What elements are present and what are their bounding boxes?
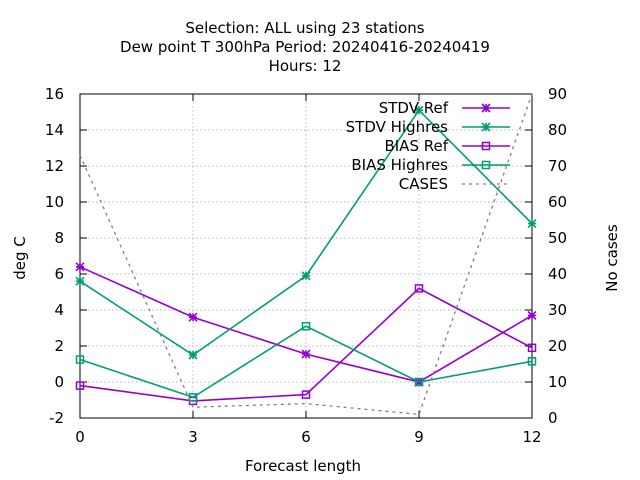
y2-tick-label: 90 [548, 85, 567, 103]
title-line: Selection: ALL using 23 stations [185, 19, 424, 37]
star-marker [301, 349, 311, 359]
y2-tick-label: 80 [548, 121, 567, 139]
star-marker [481, 122, 491, 132]
legend-label: BIAS Ref [384, 137, 448, 155]
series-layer [75, 93, 537, 416]
y-axis-label: deg C [11, 236, 29, 280]
star-marker [188, 350, 198, 360]
square-marker [75, 381, 85, 390]
square-marker [301, 390, 311, 399]
y-tick-label: 10 [45, 193, 64, 211]
star-marker [75, 276, 85, 286]
star-marker [414, 105, 424, 115]
star-marker [527, 219, 537, 229]
series-line [79, 325, 533, 399]
square-marker [75, 355, 85, 364]
title-line: Hours: 12 [269, 57, 342, 75]
legend-label: CASES [399, 175, 448, 193]
legend-label: BIAS Highres [351, 156, 448, 174]
legend-label: STDV Ref [379, 99, 449, 117]
y-tick-label: 8 [54, 229, 64, 247]
square-marker [527, 357, 537, 366]
y2-tick-label: 70 [548, 157, 567, 175]
square-marker [481, 141, 491, 151]
legend-label: STDV Highres [346, 118, 449, 136]
y2-tick-label: 10 [548, 373, 567, 391]
y2-tick-label: 0 [548, 409, 558, 427]
series-bias-ref [75, 284, 537, 406]
axis-ticks: -2 0 2 4 6 8 10 12 14 16 0 10 20 30 40 50 60 70 80 90 0 3 6 9 12 [45, 85, 567, 446]
y-tick-label: 2 [54, 337, 64, 355]
series-line [79, 93, 533, 416]
x-tick-label: 6 [301, 428, 311, 446]
square-marker [414, 377, 424, 387]
y2-tick-label: 40 [548, 265, 567, 283]
star-marker [481, 103, 491, 113]
y2-tick-label: 20 [548, 337, 567, 355]
x-tick-label: 12 [522, 428, 541, 446]
title-line: Dew point T 300hPa Period: 20240416-2024… [120, 38, 490, 56]
y2-tick-label: 50 [548, 229, 567, 247]
square-marker [481, 160, 491, 170]
y2-axis-label: No cases [603, 224, 621, 292]
y-tick-label: -2 [49, 409, 64, 427]
star-marker [188, 312, 198, 322]
square-marker [414, 284, 424, 293]
square-marker [188, 393, 198, 402]
series-line [79, 266, 533, 383]
y2-tick-label: 30 [548, 301, 567, 319]
star-marker [527, 310, 537, 320]
square-marker [301, 321, 311, 331]
y2-tick-label: 60 [548, 193, 567, 211]
y-tick-label: 4 [54, 301, 64, 319]
star-marker [75, 262, 85, 272]
series-cases [79, 93, 533, 416]
series-stdv-highres [75, 105, 537, 360]
y-tick-label: 12 [45, 157, 64, 175]
x-tick-label: 0 [75, 428, 85, 446]
square-marker [527, 343, 537, 353]
x-tick-label: 3 [188, 428, 198, 446]
x-tick-label: 9 [414, 428, 424, 446]
series-bias-highres [75, 321, 537, 402]
y-tick-label: 0 [54, 373, 64, 391]
y-tick-label: 14 [45, 121, 64, 139]
grid-lines [80, 94, 532, 418]
y-tick-label: 16 [45, 85, 64, 103]
series-line [79, 287, 533, 402]
x-axis-label: Forecast length [245, 457, 361, 475]
y-tick-label: 6 [54, 265, 64, 283]
star-marker [301, 271, 311, 281]
